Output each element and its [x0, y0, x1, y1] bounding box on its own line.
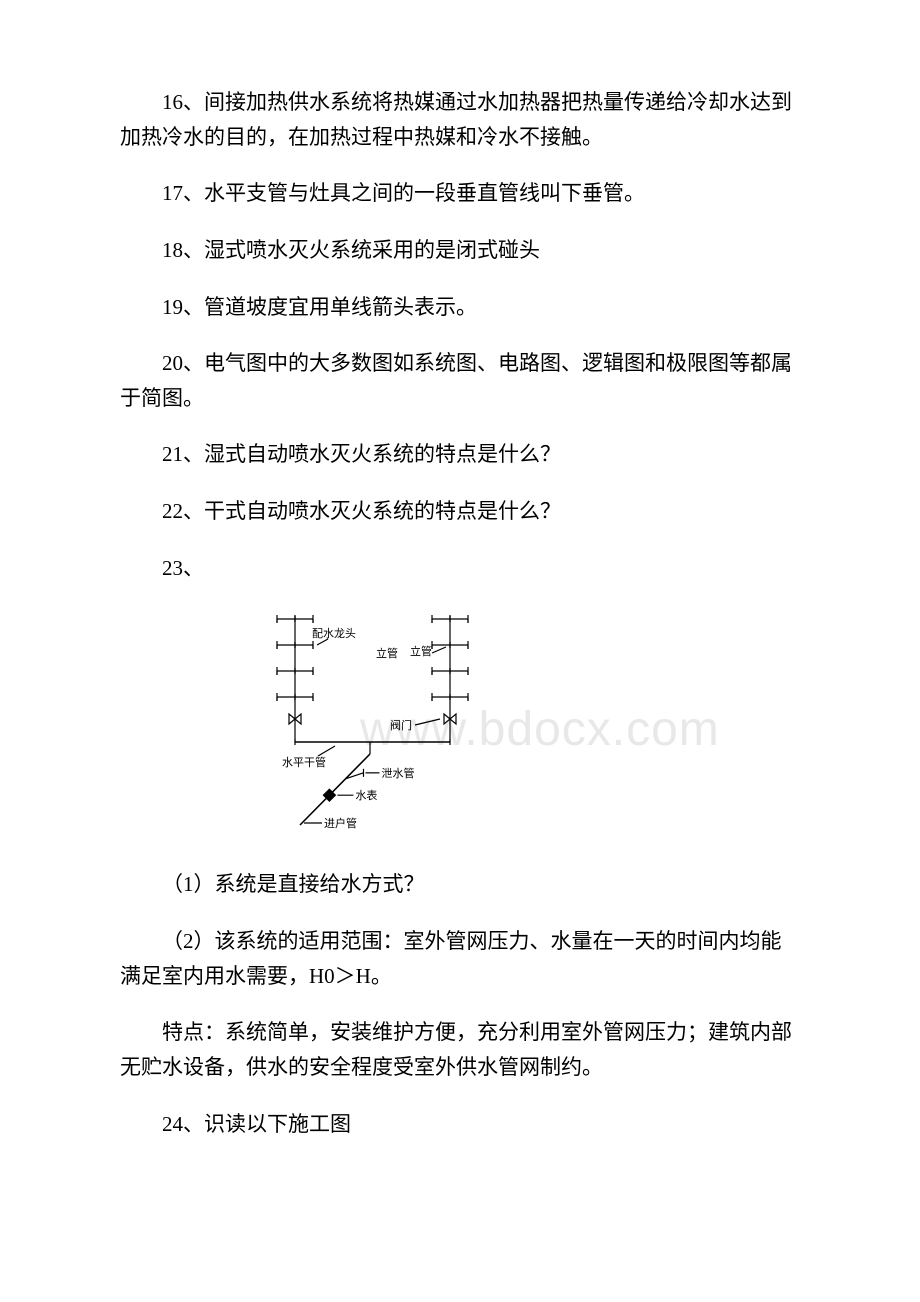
svg-text:立管: 立管 — [410, 644, 432, 658]
para-23-feat: 特点：系统简单，安装维护方便，充分利用室外管网压力；建筑内部无贮水设备，供水的安… — [120, 1015, 800, 1084]
para-22: 22、干式自动喷水灭火系统的特点是什么？ — [120, 494, 800, 529]
para-23-2: （2）该系统的适用范围：室外管网压力、水量在一天的时间内均能满足室内用水需要，H… — [120, 924, 800, 993]
para-23: 23、 — [120, 551, 800, 586]
svg-text:水平干管: 水平干管 — [282, 755, 326, 769]
svg-text:水表: 水表 — [355, 789, 377, 803]
svg-text:进户管: 进户管 — [324, 816, 357, 830]
svg-text:泄水管: 泄水管 — [382, 766, 415, 780]
diagram-container: www.bdocx.com 配水龙头立管立管阀门水平干管泄水管水表进户管 — [240, 607, 800, 847]
para-16: 16、间接加热供水系统将热媒通过水加热器把热量传递给冷却水达到加热冷水的目的，在… — [120, 85, 800, 154]
para-23-1: （1）系统是直接给水方式？ — [120, 867, 800, 902]
para-21: 21、湿式自动喷水灭火系统的特点是什么？ — [120, 437, 800, 472]
para-19: 19、管道坡度宜用单线箭头表示。 — [120, 290, 800, 325]
para-24: 24、识读以下施工图 — [120, 1107, 800, 1142]
water-supply-diagram: 配水龙头立管立管阀门水平干管泄水管水表进户管 — [240, 607, 520, 842]
para-18: 18、湿式喷水灭火系统采用的是闭式碰头 — [120, 233, 800, 268]
para-17: 17、水平支管与灶具之间的一段垂直管线叫下垂管。 — [120, 176, 800, 211]
svg-text:立管: 立管 — [376, 646, 398, 660]
para-20: 20、电气图中的大多数图如系统图、电路图、逻辑图和极限图等都属于简图。 — [120, 346, 800, 415]
svg-text:阀门: 阀门 — [390, 718, 412, 732]
svg-text:配水龙头: 配水龙头 — [312, 627, 356, 640]
